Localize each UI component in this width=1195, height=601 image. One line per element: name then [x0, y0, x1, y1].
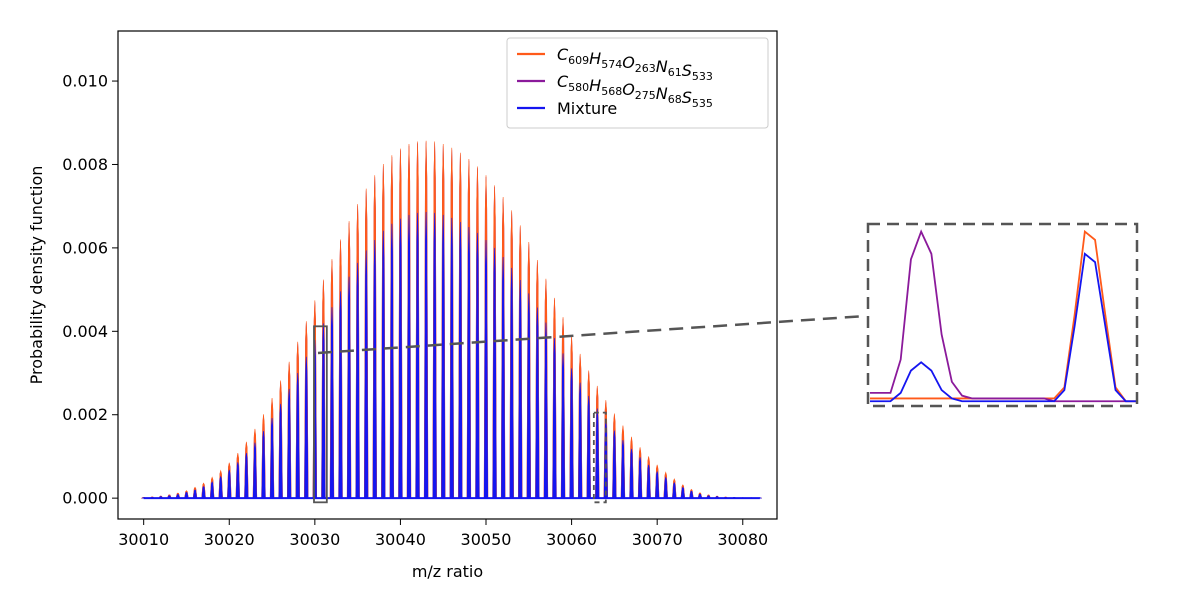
zoom-inset	[866, 222, 1139, 408]
inset-lines	[870, 229, 1136, 403]
inset-line-1	[870, 229, 1136, 403]
highlight-region-0	[313, 325, 328, 504]
legend-label-1: C580H568O275N68S535	[557, 72, 713, 110]
x-tick-label: 30020	[204, 530, 255, 549]
y-tick-label: 0.010	[62, 72, 108, 91]
inset-frame	[866, 222, 1139, 408]
highlight-layer	[313, 325, 607, 504]
x-tick-label: 30060	[546, 530, 597, 549]
y-axis: 0.000 0.002 0.004 0.006 0.008 0.010	[62, 72, 118, 508]
x-tick-label: 30070	[632, 530, 683, 549]
y-tick-label: 0.008	[62, 155, 108, 174]
x-tick-label: 30010	[118, 530, 169, 549]
series-2-peaks	[141, 212, 762, 499]
y-axis-label: Probability density function	[27, 166, 46, 385]
legend-frame	[506, 37, 769, 129]
y-tick-label: 0.000	[62, 489, 108, 508]
x-axis: 30010 30020 30030 30040 30050 30060 30070 30080	[118, 519, 768, 549]
inset-line-2	[870, 252, 1136, 403]
y-tick-label: 0.006	[62, 238, 108, 257]
legend-label-2: Mixture	[557, 99, 617, 118]
x-tick-label: 30080	[717, 530, 768, 549]
legend: C609H574O263N61S533C580H568O275N68S535Mi…	[506, 37, 769, 129]
x-tick-label: 30040	[375, 530, 426, 549]
peak-layer	[140, 140, 762, 500]
y-tick-label: 0.004	[62, 322, 108, 341]
y-tick-label: 0.002	[62, 405, 108, 424]
x-tick-label: 30050	[461, 530, 512, 549]
legend-label-0: C609H574O263N61S533	[557, 45, 713, 83]
x-tick-label: 30030	[289, 530, 340, 549]
plot-frame	[117, 30, 778, 520]
highlight-region-1	[592, 411, 607, 504]
zoom-connector-line	[317, 314, 867, 355]
x-axis-label: m/z ratio	[412, 562, 483, 581]
